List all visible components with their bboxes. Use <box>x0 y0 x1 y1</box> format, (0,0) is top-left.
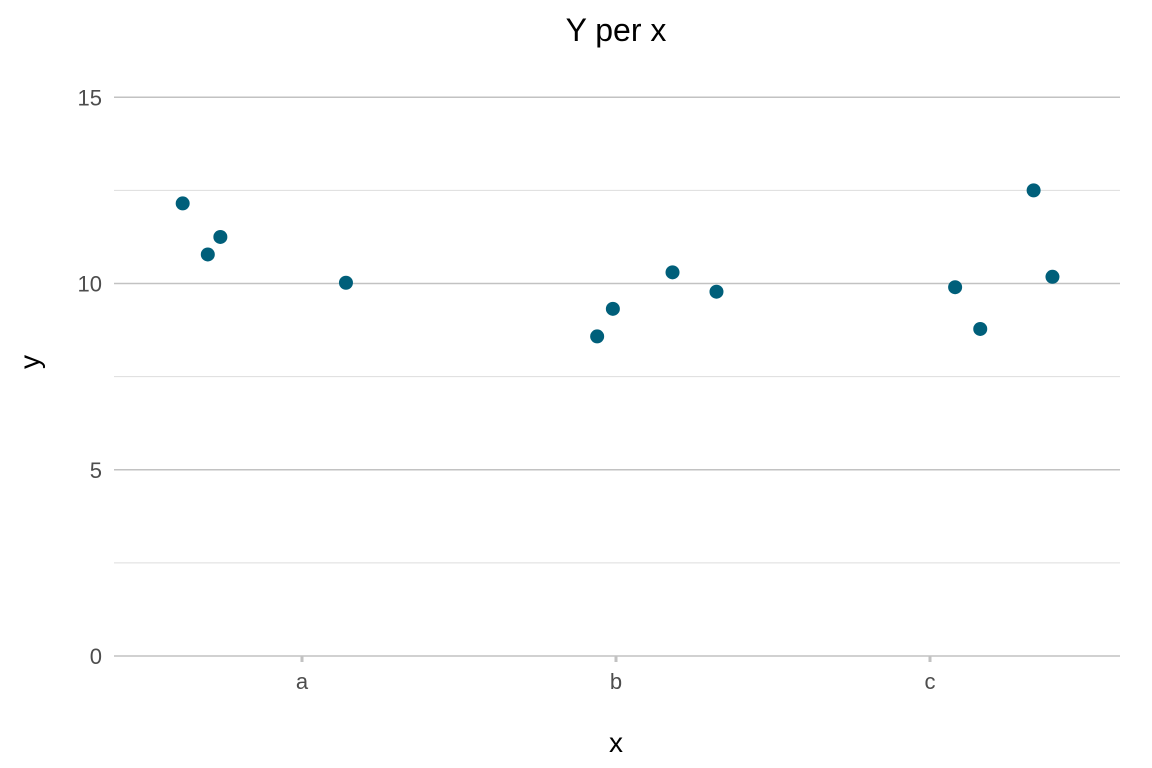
y-tick-label: 15 <box>78 85 102 110</box>
x-axis-ticks: a b c <box>296 656 936 694</box>
y-tick-label: 10 <box>78 272 102 297</box>
y-tick-label: 5 <box>90 458 102 483</box>
chart-title: Y per x <box>566 12 667 48</box>
x-tick-label-b: b <box>610 669 622 694</box>
data-point-b-5 <box>605 301 620 316</box>
y-axis-ticks: 0 5 10 15 <box>78 85 102 669</box>
data-point-c-9 <box>973 321 988 336</box>
data-point-a-2 <box>213 229 228 244</box>
x-axis-title: x <box>609 727 623 758</box>
data-point-a-0 <box>175 196 190 211</box>
data-points <box>175 183 1060 344</box>
grid-lines <box>114 96 1120 657</box>
x-tick-label-a: a <box>296 669 309 694</box>
data-point-a-3 <box>338 275 353 290</box>
data-point-b-4 <box>590 329 605 344</box>
x-tick-label-c: c <box>925 669 936 694</box>
data-point-b-7 <box>709 284 724 299</box>
data-point-b-6 <box>665 265 680 280</box>
data-point-c-11 <box>1045 269 1060 284</box>
y-axis-title: y <box>14 355 45 369</box>
data-point-c-10 <box>1026 183 1041 198</box>
data-point-a-1 <box>200 247 215 262</box>
y-tick-label: 0 <box>90 644 102 669</box>
data-point-c-8 <box>948 280 963 295</box>
